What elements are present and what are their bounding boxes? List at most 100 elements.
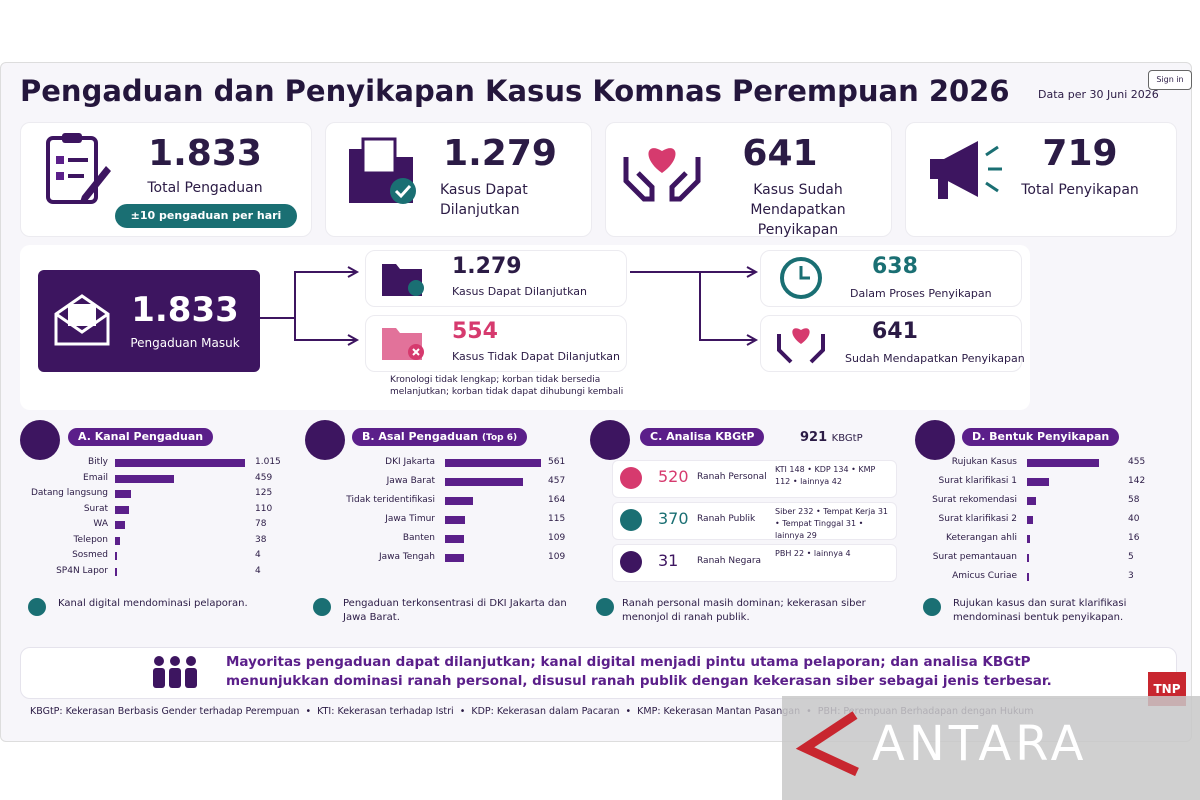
bar [1027,478,1050,486]
panel-note: Rujukan kasus dan surat klarifikasi mend… [953,598,1127,623]
panel-icon [915,420,955,460]
row-icon [620,467,642,489]
flow-value: 641 [872,319,918,344]
panel-title-note: (Top 6) [481,433,518,443]
bar-label: SP4N Lapor [56,565,108,576]
row-detail: KTI 148 • KDP 134 • KMP 112 • lainnya 42 [775,465,876,486]
bar [115,490,131,498]
bar-value: 38 [255,534,267,545]
row-label: Ranah Personal [697,472,767,482]
incoming-label: Pengaduan Masuk [130,336,240,350]
bar-value: 16 [1128,533,1140,543]
bar [445,497,474,505]
bar-label: Surat pemantauan [932,552,1017,562]
stat-badge: ±10 pengaduan per hari [115,204,297,228]
bar-value: 3 [1128,571,1134,581]
bar [115,521,125,529]
bar-label: Sosmed [72,550,108,560]
stat-label: Kasus Sudah Mendapatkan Penyikapan [750,182,846,238]
sign-in-button[interactable]: Sign in [1148,70,1192,90]
bar-value: 109 [548,552,566,562]
bar-label: Surat rekomendasi [932,495,1017,505]
date: Data per 30 Juni 2026 [1038,88,1159,101]
bar-value: 455 [1128,457,1146,467]
stat-card [605,122,892,237]
flow-note: Kronologi tidak lengkap; korban tidak be… [390,375,624,397]
row-icon [620,551,642,573]
stat-value: 1.833 [148,133,262,174]
bar [1027,516,1034,524]
bar-value: 4 [255,565,261,576]
bar-label: Banten [402,533,435,543]
stat-card [905,122,1177,237]
summary-box [20,647,1177,699]
row-detail: PBH 22 • lainnya 4 [775,549,851,558]
analysis-row [612,544,897,582]
analysis-total: 921 KBGtP [800,430,863,445]
bar-label: Datang langsung [30,488,108,498]
bar-value: 4 [255,550,261,560]
bar-value: 78 [255,519,267,529]
check-icon [28,598,46,616]
bar-value: 561 [548,457,566,467]
stat-label: Kasus Dapat Dilanjutkan [440,182,528,218]
bar [1027,497,1037,505]
bar-label: Rujukan Kasus [951,457,1017,467]
bar-value: 1.015 [255,457,281,467]
panel-icon [305,420,345,460]
bar-value: 459 [255,472,273,483]
bar [115,536,120,545]
hands-heart-icon [623,148,701,202]
stat-label: Total Pengaduan [147,180,263,196]
bar [115,552,117,560]
bar [445,459,541,467]
megaphone-icon [930,141,1002,199]
bar-value: 164 [548,495,566,505]
clipboard-icon [46,133,111,204]
stat-value: 1.279 [443,133,557,174]
check-icon [596,598,614,616]
watermark-mark [795,711,859,777]
bar [445,516,465,524]
row-label: Ranah Negara [697,556,762,566]
row-detail: Siber 232 • Tempat Kerja 31 • Tempat Tin… [775,507,889,540]
clock-icon [780,257,822,299]
bar [445,478,524,486]
analysis-row [612,460,897,498]
bar [1027,459,1099,467]
bar-label: Surat [83,503,108,514]
bar-label: Tidak teridentifikasi [346,495,435,505]
flow-label: Kasus Dapat Dilanjutkan [452,285,587,298]
hands-heart-icon [777,328,825,364]
panel-title: D. Bentuk Penyikapan [962,428,1120,446]
bar-label: Bitly [87,457,108,467]
bar [445,535,464,543]
stat-label: Total Penyikapan [1021,182,1139,198]
bar [445,554,464,562]
panel-title-text: B. Asal Pengaduan [362,430,479,443]
bar [115,459,245,467]
bar-value: 109 [548,533,566,543]
bar-label: DKI Jakarta [385,457,435,467]
flow-label: Kasus Tidak Dapat Dilanjutkan [452,350,620,363]
row-value: 31 [658,551,679,570]
analysis-row [612,502,897,540]
incoming-value: 1.833 [131,290,239,330]
panel-title: C. Analisa KBGtP [640,428,765,446]
total-value: 921 [800,430,828,445]
panel-icon [590,420,630,460]
bar-label: Surat klarifikasi 2 [938,514,1017,524]
title: Pengaduan dan Penyikapan Kasus Komnas Pe… [20,74,1010,108]
bar-label: Surat klarifikasi 1 [938,476,1017,486]
bar-label: Jawa Tengah [378,552,435,562]
flow-value: 554 [452,319,498,344]
bar-value: 457 [548,476,566,486]
bar-label: Email [83,472,108,483]
bar-value: 5 [1128,552,1134,562]
bar-label: WA [93,519,108,529]
folder-x-icon [382,328,424,360]
panel-icon [20,420,60,460]
row-value: 520 [658,467,689,486]
bar-label: Keterangan ahli [946,533,1017,543]
summary-line: Mayoritas pengaduan dapat dilanjutkan; k… [226,654,1031,670]
